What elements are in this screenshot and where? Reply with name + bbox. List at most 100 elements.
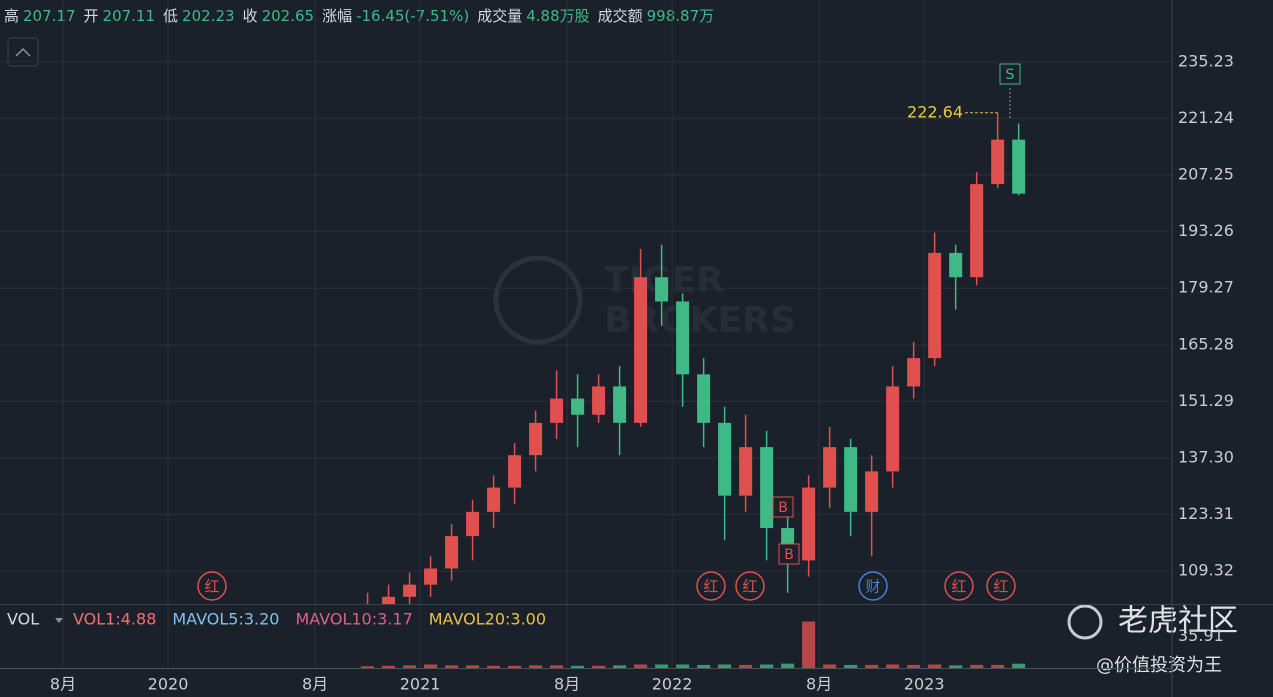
volume-bar (928, 664, 942, 668)
quote-value: 4.88万股 (526, 7, 590, 25)
volume-bar (865, 664, 879, 668)
quote-value: 202.65 (261, 7, 315, 25)
y-tick-label: 207.25 (1178, 165, 1234, 184)
x-tick-label: 8月 (50, 675, 76, 694)
y-tick-label: 109.32 (1178, 561, 1234, 580)
candles (366, 112, 1026, 604)
quote-key: 涨幅 (322, 7, 353, 25)
volume-bar (844, 664, 858, 668)
event-marker (197, 571, 227, 601)
x-tick-label: 2023 (904, 675, 945, 694)
candle-body (739, 447, 753, 496)
quote-header: 高 207.17 开 207.11 低 202.23 收 202.65 涨幅 -16.45(-7.… (4, 5, 722, 26)
candle-body (907, 358, 921, 387)
trade-marker (999, 63, 1021, 85)
candle-body (823, 447, 837, 488)
candle-body (550, 398, 564, 423)
quote-value: 998.87万 (646, 7, 715, 25)
event-marker (986, 571, 1016, 601)
y-tick-label: 221.24 (1178, 108, 1234, 127)
volume-bar (718, 664, 732, 668)
candle-body (928, 252, 942, 359)
candle-body (508, 455, 522, 488)
volume-bar (403, 665, 417, 668)
volume-bar (676, 664, 690, 668)
candle-body (445, 536, 459, 569)
candle-body (592, 386, 606, 415)
quote-key: 低 (163, 7, 179, 25)
max-label: 222.64 (907, 102, 963, 121)
event-marker (696, 571, 726, 601)
volume-bar (424, 664, 438, 668)
volume-bar (382, 665, 396, 668)
candle-body (991, 139, 1005, 185)
volume-bar (781, 663, 795, 668)
legend-entry: MAVOL5:3.20 (172, 610, 279, 629)
volume-bar (991, 664, 1005, 668)
trade-marker-label: B (778, 500, 788, 516)
volume-bar (508, 665, 522, 668)
volume-bar (487, 665, 501, 668)
volume-bar (655, 664, 669, 668)
volume-bar (445, 665, 459, 668)
x-tick-label: 2020 (148, 675, 189, 694)
quote-key: 收 (242, 7, 258, 25)
volume-bar (613, 665, 627, 668)
event-marker-label: 红 (742, 578, 757, 596)
candle-body (760, 447, 774, 529)
candle-body (424, 568, 438, 585)
volume-bar (634, 664, 648, 668)
quote-value: 207.17 (23, 7, 76, 25)
trade-marker (772, 496, 794, 518)
quote-key: 高 (4, 7, 20, 25)
volume-bar (550, 665, 564, 668)
y-tick-label: 165.28 (1178, 334, 1234, 353)
volume-dropdown (55, 618, 63, 623)
volume-bar (949, 665, 963, 668)
event-marker-label: 财 (865, 578, 880, 596)
candle-body (382, 596, 396, 604)
community-logo (1067, 604, 1103, 640)
volume-bar (571, 665, 585, 668)
candle-body (613, 386, 627, 423)
x-tick-label: 8月 (554, 675, 580, 694)
event-marker (858, 571, 888, 601)
candle-body (655, 277, 669, 302)
candle-body (487, 487, 501, 512)
volume-tick-label: 35.91 (1178, 626, 1224, 645)
candle-body (949, 252, 963, 278)
watermark: @价值投资为王 (1096, 655, 1222, 676)
volume-bar (697, 664, 711, 668)
quote-value: 207.11 (102, 7, 156, 25)
legend-entry: VOL1:4.88 (73, 610, 156, 629)
collapse-icon (15, 47, 31, 57)
candle-body (802, 487, 816, 561)
legend-entry: MAVOL20:3.00 (429, 610, 546, 629)
volume-bar (802, 621, 816, 668)
legend-entry: MAVOL10:3.17 (295, 610, 412, 629)
volume-bar (529, 665, 543, 668)
event-marker (735, 571, 765, 601)
trade-marker (778, 543, 800, 565)
y-tick-label: 123.31 (1178, 504, 1234, 523)
x-tick-label: 2021 (400, 675, 441, 694)
event-marker-label: 红 (993, 578, 1008, 596)
quote-value: 202.23 (182, 7, 235, 25)
collapse-button[interactable] (7, 37, 39, 67)
volume-bar (592, 665, 606, 668)
event-marker-label: 红 (703, 578, 718, 596)
volume-bar (739, 664, 753, 668)
candle-body (571, 398, 585, 415)
candle-body (886, 386, 900, 472)
candle-body (403, 584, 417, 597)
candle-body (466, 511, 480, 537)
volume-bar (466, 665, 480, 668)
candle-body (634, 277, 648, 423)
x-tick-label: 2022 (652, 675, 693, 694)
quote-key: 开 (83, 7, 99, 25)
volume-bar (823, 664, 837, 668)
x-tick-label: 8月 (806, 675, 832, 694)
candle-body (676, 301, 690, 375)
trade-marker-label: S (1006, 67, 1015, 83)
